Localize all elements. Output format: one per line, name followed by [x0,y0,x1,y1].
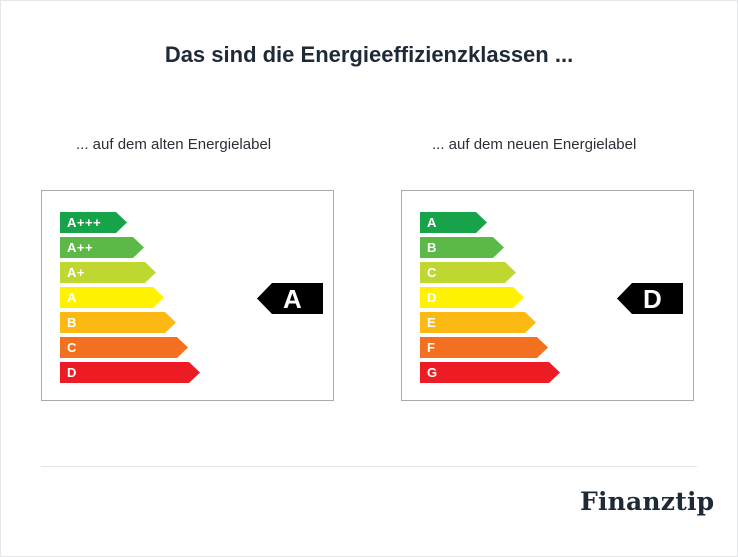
new-class-bars: A B C D E F G [420,212,560,387]
old-class-bar-3: A [60,287,164,308]
old-class-label-0: A+++ [67,215,102,230]
new-class-label-0: A [427,215,437,230]
new-class-label-6: G [427,365,438,380]
old-class-bars: A+++ A++ A+ A B C D [60,212,200,387]
new-rating-label: D [643,284,662,314]
new-class-bar-4: E [420,312,536,333]
old-class-bar-5: C [60,337,188,358]
new-class-bar-3: D [420,287,524,308]
old-class-label-2: A+ [67,265,85,280]
old-class-label-6: D [67,365,77,380]
new-class-bar-2: C [420,262,516,283]
new-class-label-3: D [427,290,437,305]
old-rating-pointer: A [257,283,323,314]
old-class-bar-0: A+++ [60,212,127,233]
old-rating-label: A [283,284,302,314]
old-class-label-3: A [67,290,77,305]
old-class-bar-2: A+ [60,262,156,283]
new-class-bar-6: G [420,362,560,383]
old-energy-label-panel: A+++ A++ A+ A B C D A [41,190,334,401]
old-class-label-4: B [67,315,77,330]
new-label-subtitle: ... auf dem neuen Energielabel [432,136,637,153]
old-label-subtitle: ... auf dem alten Energielabel [76,136,272,153]
new-class-label-1: B [427,240,437,255]
new-class-label-4: E [427,315,437,330]
new-class-bar-1: B [420,237,504,258]
footer-divider [41,466,697,467]
new-rating-pointer: D [617,283,683,314]
page-title: Das sind die Energieeffizienzklassen ... [164,42,574,67]
old-class-bar-4: B [60,312,176,333]
new-class-label-5: F [427,340,436,355]
finanztip-logo: Finanztip [580,487,715,516]
new-class-bar-5: F [420,337,548,358]
new-energy-label-panel: A B C D E F G D [401,190,694,401]
new-class-bar-0: A [420,212,487,233]
old-class-label-1: A++ [67,240,94,255]
old-class-bar-1: A++ [60,237,144,258]
new-class-label-2: C [427,265,437,280]
old-class-label-5: C [67,340,77,355]
old-class-bar-6: D [60,362,200,383]
